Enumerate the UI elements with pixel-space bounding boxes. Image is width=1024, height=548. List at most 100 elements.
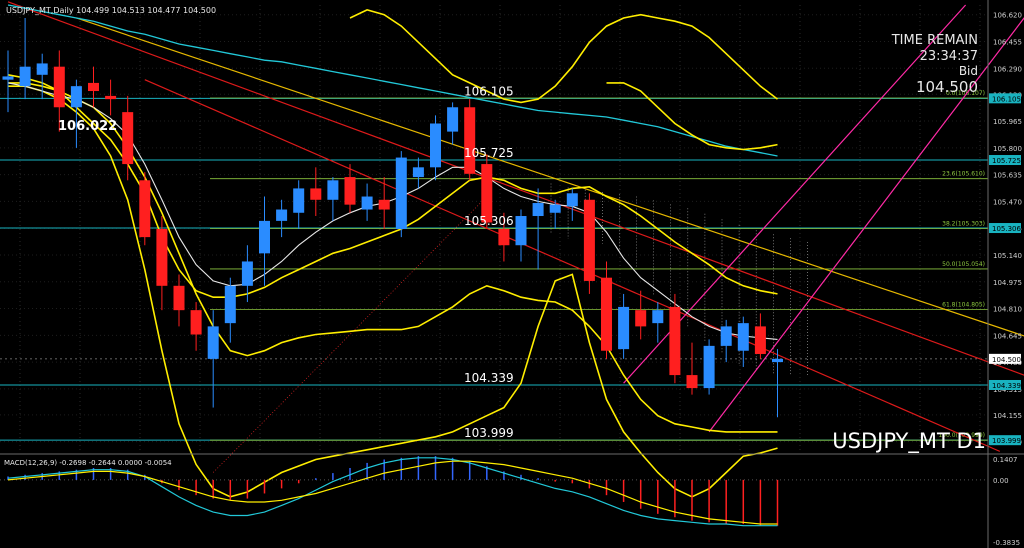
price-label: 103.999 [464,426,514,440]
price-tag [989,155,1021,166]
fib-label: 38.2(105.303) [942,221,985,228]
candle [173,274,185,327]
candle [515,209,527,262]
price-tick-label: 106.290 [993,65,1022,73]
time-remain-label: TIME REMAIN [891,33,978,48]
price-label: 104.339 [464,371,514,385]
price-tag-label: 104.339 [992,382,1021,390]
candle [276,199,288,238]
lower-band-line [8,85,778,498]
candle [293,180,305,229]
price-tag [989,435,1021,446]
candle-body [737,323,749,351]
candle [139,172,151,246]
candle-body [652,310,664,324]
fib-label: 0.0(106.107) [946,90,985,97]
candle-body [601,277,612,351]
price-tag-label: 103.999 [992,437,1021,445]
fib-label: 23.6(105.610) [942,171,985,178]
candle [190,302,202,351]
candle-body [224,285,236,324]
candle-body [36,63,48,75]
candle-body [635,310,647,327]
orange-trend [76,17,1024,337]
price-tick-label: 104.645 [993,332,1022,340]
candle [412,157,424,189]
mid-band-line [8,82,778,433]
current-price-tag [989,353,1021,364]
candle [635,290,647,340]
fib-label: 100.0(103.999) [938,432,985,439]
candle-body [327,180,339,200]
price-tag-label: 105.725 [992,157,1021,165]
candle-body [618,306,630,350]
cyan-ma-line [7,4,778,157]
price-tick-label: 104.975 [993,279,1022,287]
candle-body [70,86,82,108]
macd-tick-label: -0.3835 [993,539,1020,547]
candle [652,302,664,343]
candle-body [395,157,407,229]
candle [737,316,749,367]
candle-body [88,82,99,92]
candle-body [122,112,134,165]
price-tag [989,223,1021,234]
candle [703,339,715,395]
grid [0,5,988,453]
candle [344,164,356,213]
price-axis: 106.620106.455106.290106.130105.965105.8… [987,0,1022,548]
price-tick-label: 105.635 [993,172,1022,180]
candle [156,216,168,311]
price-tick-label: 105.140 [993,252,1022,260]
candle [395,151,407,238]
outer-yellow-upper-line [349,9,778,104]
candle-body [430,123,441,168]
candle [310,167,322,217]
macd-panel: 0.1407 0.00 -0.3835 [0,453,1024,547]
candle [464,99,476,181]
candle-body [19,66,31,87]
candle-body [498,229,510,246]
price-tag [989,379,1021,390]
red-channel-lower [144,79,1001,452]
candle-body [566,193,578,207]
candle [224,277,236,343]
candle-body [720,326,732,346]
candle [2,50,14,113]
white-ma-line [7,82,778,340]
candle-body [378,199,390,210]
candle [430,115,441,181]
candle-body [412,167,424,178]
candle-body [139,180,151,238]
macd-info: MACD(12,26,9) -0.2698 -0.2644 0.0000 -0.… [4,459,172,467]
candle [241,245,253,303]
price-label: 106.105 [464,84,514,98]
candle [361,183,373,221]
current-price-label: 104.500 [992,356,1021,364]
candle [498,212,510,262]
candle [327,177,339,221]
candle-body [532,203,544,217]
price-tick-label: 104.155 [993,412,1022,420]
price-tick-label: 105.470 [993,198,1022,206]
time-remain-value: 23:34:37 [920,49,978,64]
candle-body [293,188,305,213]
candle-body [481,164,493,223]
candle [122,95,134,181]
candle-body [259,220,270,254]
symbol-watermark: USDJPY_MT D1 [832,429,986,454]
price-tick-label: 104.810 [993,306,1022,314]
indicator-lines [7,4,778,498]
candle [70,79,82,148]
bid-value: 104.500 [916,78,978,96]
candle [669,293,681,384]
candle-body [754,326,766,354]
candle [105,79,117,116]
candle [447,102,459,145]
candle-body [156,229,168,286]
price-tag-label: 106.105 [992,95,1021,103]
candle [566,188,578,221]
price-tag [989,93,1021,104]
price-label-106022: 106.022 [58,119,117,134]
